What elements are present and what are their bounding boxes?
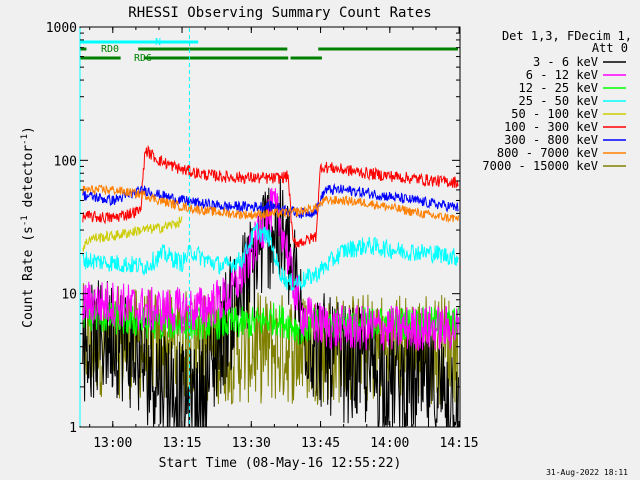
legend-header-line-1: Det 1,3, FDecim 1, [502,29,632,43]
x-tick-label-13-15: 13:15 [162,436,201,451]
y-tick-label-10: 10 [61,288,77,303]
y-axis-label-mid: detector [21,145,36,216]
series-800-7000-kev [82,184,459,224]
y-axis-label: Count Rate (s-1 detector-1) [20,126,36,328]
flag-bars: N RD0 RD6 [80,37,458,64]
legend-label-6-12-kev: 6 - 12 keV [526,68,598,82]
flag-label-n: N [155,37,161,48]
y-axis-label-sup2: -1 [20,134,30,145]
series-50-100-kev [82,216,183,252]
series-6-12-kev [82,187,459,352]
legend-header-line-2: Att 0 [592,41,628,55]
x-tick-label-13-30: 13:30 [232,436,271,451]
timestamp: 31-Aug-2022 18:11 [546,468,628,477]
x-tick-label-14-00: 14:00 [370,436,409,451]
x-axis: 13:00 13:15 13:30 13:45 14:00 14:15 [89,27,479,451]
legend-label-7000-15000-kev: 7000 - 15000 keV [482,159,598,173]
series-layer [82,144,459,428]
plot-area: N RD0 RD6 [79,26,461,428]
legend-label-100-300-kev: 100 - 300 keV [504,120,598,134]
legend-label-50-100-kev: 50 - 100 keV [511,107,598,121]
legend-label-300-800-kev: 300 - 800 keV [504,133,598,147]
y-tick-label-1: 1 [69,421,77,436]
vertical-markers [79,28,190,426]
x-tick-label-14-15: 14:15 [440,436,479,451]
y-tick-label-1000: 1000 [46,21,77,36]
chart-title: RHESSI Observing Summary Count Rates [128,5,431,21]
y-axis-label-end: ) [21,126,36,134]
y-axis-label-main: Count Rate (s [21,226,36,328]
legend-label-12-25-kev: 12 - 25 keV [519,81,598,95]
y-axis-label-sup1: -1 [20,215,30,226]
flag-label-rd6: RD6 [134,53,152,64]
legend-label-25-50-kev: 25 - 50 keV [519,94,598,108]
series-300-800-kev [82,182,459,219]
legend-label-800-7000-kev: 800 - 7000 keV [497,146,598,160]
y-axis: 1 10 100 1000 [46,21,460,436]
y-tick-label-100: 100 [54,154,77,169]
flag-label-rd0: RD0 [101,44,119,55]
x-axis-label: Start Time (08-May-16 12:55:22) [159,456,402,471]
series-25-50-kev [82,222,459,292]
legend-label-3-6-kev: 3 - 6 keV [533,55,598,69]
x-tick-label-13-45: 13:45 [301,436,340,451]
x-tick-label-13-00: 13:00 [93,436,132,451]
series-100-300-kev [82,144,459,248]
series-3-6-kev [82,178,459,428]
